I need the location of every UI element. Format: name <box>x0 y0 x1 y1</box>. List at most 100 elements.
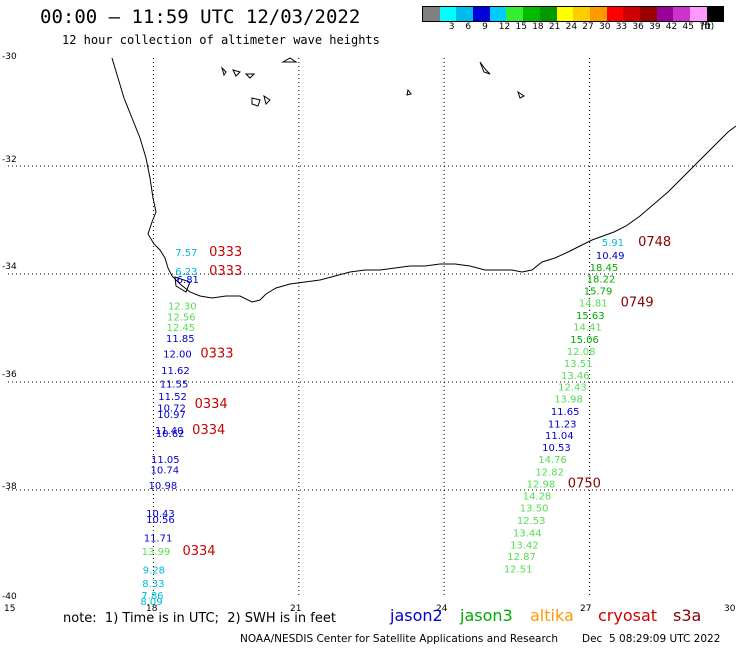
scale-label: 36 <box>632 22 644 32</box>
lat-label-32: -32 <box>2 155 17 165</box>
track-east: 5.9110.4918.4518.2215.7914.8115.6314.411… <box>504 238 625 576</box>
wave-height-label: 13.50 <box>520 504 549 515</box>
wave-height-label: 10.98 <box>149 481 178 492</box>
scale-label: 70 <box>699 22 711 32</box>
scale-cell <box>606 7 624 21</box>
lat-label-34: -34 <box>2 262 17 272</box>
scale-label: 27 <box>582 22 594 32</box>
wave-height-label: 6.81 <box>177 275 199 286</box>
page-subtitle: 12 hour collection of altimeter wave hei… <box>62 33 380 47</box>
wave-height-label: 12.08 <box>567 347 596 358</box>
wave-height-label: 12.30 <box>168 302 197 313</box>
scale-cell <box>456 7 474 21</box>
wave-height-label: 13.99 <box>142 547 171 558</box>
lat-label-30: -30 <box>2 52 17 62</box>
island-7 <box>479 61 491 75</box>
wave-height-label: 9.28 <box>143 566 165 577</box>
legend-jason3: jason3 <box>460 606 513 625</box>
graticule <box>8 58 735 598</box>
southern-africa-coastline <box>111 57 737 303</box>
wave-height-label: 15.63 <box>576 311 605 322</box>
pass-time-label: 0333 <box>209 245 242 260</box>
wave-height-label: 14.81 <box>579 298 608 309</box>
legend-s3a: s3a <box>673 606 702 625</box>
scale-cell <box>473 7 490 21</box>
wave-height-label: 13.51 <box>564 359 593 370</box>
scale-cell <box>639 7 657 21</box>
scale-cell <box>439 7 457 21</box>
scale-cell <box>523 7 540 21</box>
generated-timestamp: Dec 5 08:29:09 UTC 2022 <box>582 633 721 645</box>
wave-height-label: 11.23 <box>548 419 577 430</box>
lon-label-30: 30 <box>724 604 736 614</box>
page-title: 00:00 – 11:59 UTC 12/03/2022 <box>40 6 361 28</box>
scale-cell <box>589 7 607 21</box>
wave-height-label: 7.57 <box>175 248 197 259</box>
scale-label: 9 <box>482 22 488 32</box>
island-9 <box>517 90 525 99</box>
wave-height-label: 12.87 <box>507 552 536 563</box>
lat-label-38: -38 <box>2 482 17 492</box>
legend-cryosat: cryosat <box>598 606 658 625</box>
wave-height-label: 10.62 <box>156 429 185 440</box>
pass-time-label: 0334 <box>192 423 225 438</box>
lon-label-15: 15 <box>4 604 16 614</box>
island-4 <box>251 97 261 107</box>
wave-height-label: 15.06 <box>570 335 599 346</box>
wave-height-label: 10.72 <box>157 404 186 415</box>
scale-cell <box>556 7 574 21</box>
wave-height-label: 8.33 <box>142 579 164 590</box>
lon-label-27: 27 <box>580 604 592 614</box>
credit-text: NOAA/NESDIS Center for Satellite Applica… <box>240 633 558 645</box>
wave-height-label: 10.43 <box>146 509 175 520</box>
wave-height-label: 13.46 <box>561 371 590 382</box>
island-8 <box>406 88 412 96</box>
scale-cell <box>489 7 507 21</box>
pass-time-label: 0333 <box>200 347 233 362</box>
pass-time-label: 0334 <box>182 544 215 559</box>
color-scale-labels: 3 6 9 12 15 18 21 24 27 30 33 36 39 42 45 70 (ft) <box>422 22 740 36</box>
wave-height-label: 11.55 <box>160 379 189 390</box>
wave-height-label: 11.04 <box>545 431 574 442</box>
scale-label: 42 <box>665 22 678 32</box>
wave-height-label: 14.76 <box>538 455 567 466</box>
wave-height-label: 14.28 <box>523 492 552 503</box>
island-10 <box>174 276 191 293</box>
wave-height-label: 12.53 <box>517 516 546 527</box>
island-5 <box>263 94 271 105</box>
color-scale-legend <box>422 6 725 22</box>
wave-height-label: 12.98 <box>527 479 556 490</box>
scale-label: 12 <box>498 22 511 32</box>
wave-height-label: 12.45 <box>166 323 195 334</box>
island-2 <box>232 69 241 77</box>
wave-height-label: 10.49 <box>596 251 625 262</box>
wave-height-label: 12.56 <box>167 312 196 323</box>
scale-cell <box>623 7 640 21</box>
wave-height-label: 12.82 <box>535 467 564 478</box>
wave-height-label: 12.43 <box>558 383 587 394</box>
lon-label-18: 18 <box>146 604 158 614</box>
wave-height-label: 18.22 <box>587 275 616 286</box>
lon-label-24: 24 <box>436 604 448 614</box>
wave-height-label: 11.52 <box>158 392 187 403</box>
wave-height-label: 11.65 <box>551 407 580 418</box>
legend-altika: altika <box>530 606 574 625</box>
pass-time-label: 0334 <box>195 397 228 412</box>
scale-cell <box>673 7 690 21</box>
wave-height-label: 13.44 <box>513 528 542 539</box>
time-labels: 0333 0333 0333 0334 0334 0334 0748 0749 0750 <box>182 235 671 559</box>
wave-height-label: 15.79 <box>584 287 613 298</box>
pass-time-label: 0748 <box>638 235 671 250</box>
scale-cell <box>690 7 707 21</box>
scale-label: 21 <box>548 22 561 32</box>
island-6 <box>281 57 298 63</box>
scale-cell <box>656 7 674 21</box>
wave-height-label: 12.00 <box>163 350 192 361</box>
scale-label: 15 <box>515 22 527 32</box>
scale-label: 30 <box>599 22 611 32</box>
wave-height-label: 8.09 <box>140 597 162 608</box>
wave-height-label: 11.40 <box>155 426 184 437</box>
pass-time-label: 0750 <box>568 476 601 491</box>
wave-height-label: 5.91 <box>602 238 624 249</box>
